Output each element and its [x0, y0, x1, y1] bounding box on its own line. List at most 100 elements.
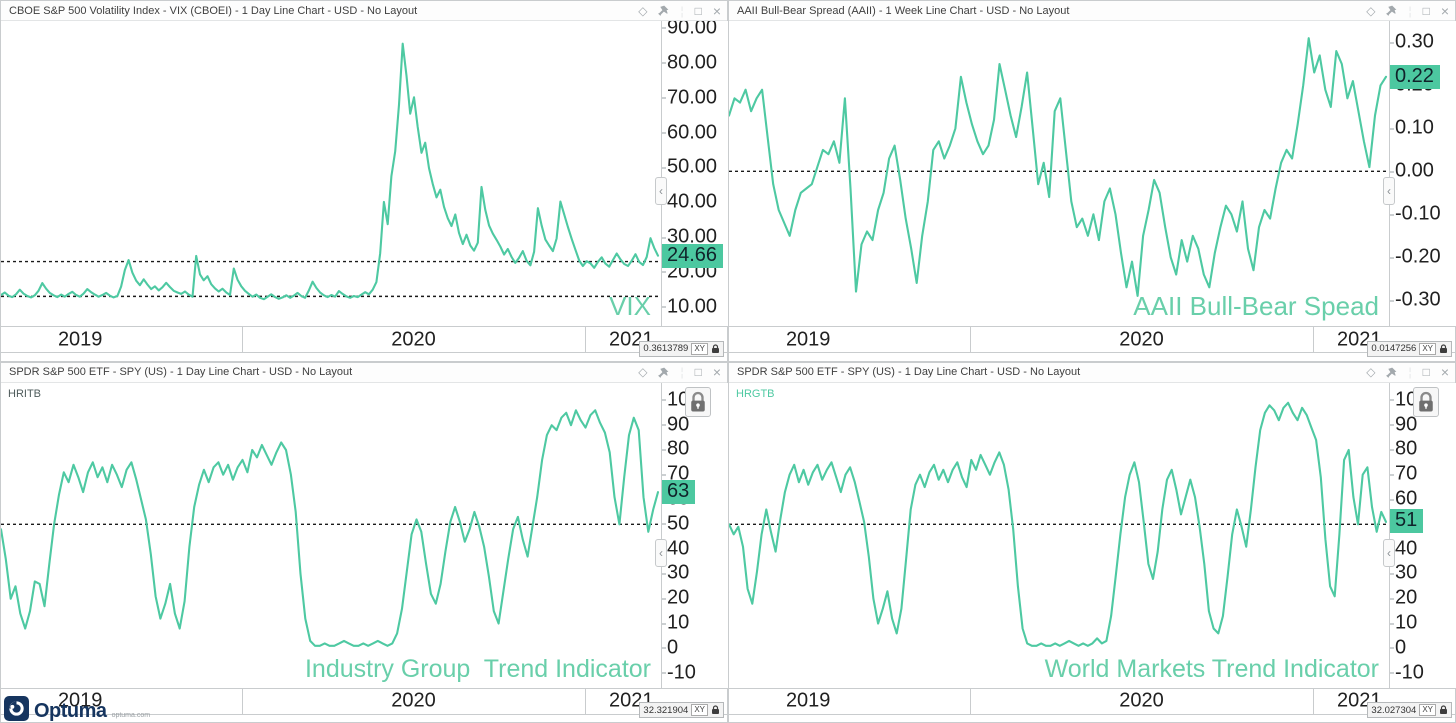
plot-area[interactable]: VIX — [1, 21, 661, 326]
series-line[interactable] — [1, 408, 660, 647]
year-divider — [241, 688, 243, 714]
chart-panel-aaii: AAII Bull-Bear Spread (AAII) - 1 Week Li… — [728, 0, 1456, 362]
plot-area[interactable]: HRGTB World Markets Trend Indicator — [729, 382, 1389, 688]
axis-collapse-handle[interactable]: ‹ — [1383, 538, 1395, 567]
y-tick-label: 60 — [1390, 487, 1418, 510]
status-value: 32.027304 — [1371, 704, 1417, 716]
y-tick-label: 0 — [1390, 636, 1407, 659]
y-tick-label: 50 — [662, 512, 690, 535]
panel-titlebar[interactable]: CBOE S&P 500 Volatility Index - VIX (CBO… — [1, 1, 727, 21]
pin-icon[interactable] — [658, 367, 669, 378]
y-tick-label: 90 — [662, 413, 690, 436]
axis-collapse-handle[interactable]: ‹ — [655, 177, 667, 206]
series-line[interactable] — [729, 37, 1388, 297]
series-line[interactable] — [729, 401, 1388, 647]
y-tick-label: 0.10 — [1390, 116, 1434, 139]
close-icon[interactable]: × — [1440, 2, 1449, 19]
year-divider — [585, 327, 587, 352]
y-tick-label: 10 — [1390, 611, 1418, 634]
last-value-badge: 63 — [662, 479, 696, 504]
y-axis[interactable]: 90.00 80.00 70.00 60.00 50.00 40.00 30.00 20.00… — [661, 21, 729, 326]
plot-area[interactable]: HRITB Industry Group Trend Indicator — [1, 382, 661, 688]
mini-lock-icon[interactable] — [1439, 705, 1448, 715]
y-tick-label: 10.00 — [662, 295, 718, 318]
xy-scale-badge[interactable]: XY — [691, 342, 708, 355]
y-tick-label: 110 — [1395, 383, 1427, 387]
price-line-chart — [1, 42, 660, 301]
maximize-icon[interactable]: □ — [1422, 365, 1430, 379]
mini-lock-icon[interactable] — [711, 705, 720, 715]
x-tick-label: 2019 — [57, 689, 103, 712]
mini-lock-icon[interactable] — [711, 343, 720, 354]
xy-scale-badge[interactable]: XY — [1419, 342, 1436, 355]
optuma-logo-icon — [4, 696, 29, 721]
pin-icon[interactable] — [1386, 367, 1397, 378]
layout-diamond-icon[interactable]: ◇ — [1366, 3, 1376, 18]
x-tick-label: 2020 — [1119, 328, 1164, 350]
y-tick-label: 80 — [662, 437, 690, 460]
y-tick-label: 80 — [1390, 437, 1418, 460]
series-line[interactable] — [1, 42, 660, 301]
status-value: 32.321904 — [643, 704, 689, 716]
axis-collapse-handle[interactable]: ‹ — [1383, 177, 1395, 206]
panel-titlebar[interactable]: SPDR S&P 500 ETF - SPY (US) - 1 Day Line… — [1, 362, 727, 383]
indicator-line-chart — [729, 401, 1388, 647]
layout-diamond-icon[interactable]: ◇ — [1366, 365, 1376, 379]
close-icon[interactable]: × — [1440, 364, 1449, 380]
year-divider — [585, 688, 587, 714]
y-tick-label: 20 — [662, 586, 690, 609]
x-axis[interactable]: 2019 2020 2021 — [1, 326, 727, 353]
year-divider — [1313, 688, 1315, 714]
close-icon[interactable]: × — [712, 364, 721, 380]
x-tick-label: 2020 — [391, 328, 436, 350]
optuma-logo-text: Optuma — [34, 700, 107, 722]
scale-lock-icon[interactable] — [685, 386, 711, 417]
y-tick-label: 40 — [662, 537, 690, 560]
year-divider — [241, 327, 243, 352]
xy-scale-badge[interactable]: XY — [1419, 704, 1436, 716]
xy-scale-badge[interactable]: XY — [691, 704, 708, 716]
y-tick-label: 60.00 — [662, 121, 718, 144]
y-tick-label: 10 — [662, 611, 690, 634]
panel-title: SPDR S&P 500 ETF - SPY (US) - 1 Day Line… — [737, 366, 1081, 378]
plot-area[interactable]: AAII Bull-Bear Spead — [729, 21, 1389, 326]
optuma-logo-url: optuma.com — [111, 712, 151, 719]
y-tick-label: -0.20 — [1390, 245, 1441, 268]
panel-titlebar[interactable]: SPDR S&P 500 ETF - SPY (US) - 1 Day Line… — [729, 362, 1455, 383]
mini-lock-icon[interactable] — [1439, 343, 1448, 354]
close-icon[interactable]: × — [712, 2, 721, 19]
status-box[interactable]: 0.0147256 XY — [1367, 340, 1452, 357]
status-box[interactable]: 32.321904 XY — [639, 702, 724, 718]
optuma-logo: Optuma optuma.com — [4, 696, 276, 722]
x-axis[interactable]: 2019 2020 2021 — [1, 687, 727, 715]
panel-titlebar[interactable]: AAII Bull-Bear Spread (AAII) - 1 Week Li… — [729, 1, 1455, 21]
y-tick-label: 110 — [667, 383, 699, 387]
last-value-badge: 51 — [1390, 509, 1424, 534]
last-value-badge: 24.66 — [662, 243, 724, 268]
disabled-icon: ¦ — [1408, 365, 1412, 379]
maximize-icon[interactable]: □ — [1422, 3, 1430, 18]
maximize-icon[interactable]: □ — [694, 3, 702, 18]
layout-diamond-icon[interactable]: ◇ — [638, 3, 648, 18]
layout-diamond-icon[interactable]: ◇ — [638, 365, 648, 379]
x-tick-label: 2020 — [391, 689, 436, 712]
y-tick-label: 30 — [662, 561, 690, 584]
y-tick-label: 40.00 — [662, 190, 718, 213]
y-axis[interactable]: 0.300.200.100.00-0.10-0.20-0.300.22 — [1389, 21, 1456, 326]
last-value-badge: 0.22 — [1390, 64, 1440, 89]
y-tick-label: 90.00 — [662, 21, 717, 39]
axis-collapse-handle[interactable]: ‹ — [655, 538, 667, 567]
pin-icon[interactable] — [1386, 5, 1397, 16]
scale-lock-icon[interactable] — [1413, 386, 1439, 417]
y-tick-label: -10 — [1390, 661, 1424, 684]
x-axis[interactable]: 2019 2020 2021 — [729, 326, 1455, 353]
x-axis[interactable]: 2019 2020 2021 — [729, 687, 1455, 715]
status-box[interactable]: 32.027304 XY — [1367, 702, 1452, 718]
pin-icon[interactable] — [658, 5, 669, 16]
maximize-icon[interactable]: □ — [694, 365, 702, 379]
status-box[interactable]: 0.3613789 XY — [639, 340, 724, 357]
year-divider — [1313, 327, 1315, 352]
